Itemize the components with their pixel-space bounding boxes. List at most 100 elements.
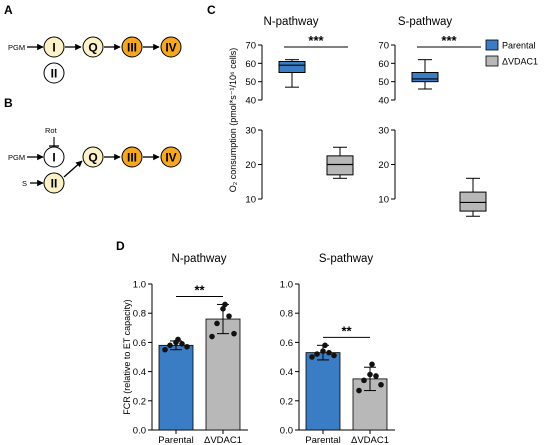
scheme-b-node-iii-label: III — [127, 151, 137, 165]
c-s-pathway-plot: 10 20 30 40 50 60 70 *** — [378, 33, 487, 217]
d-n-point-1-2 — [214, 320, 220, 327]
scheme-a: PGM I II Q III IV — [8, 36, 182, 84]
c-n-y-tick-label-2: 30 — [245, 126, 256, 137]
legend-label-vdac1: ΔVDAC1 — [502, 57, 538, 67]
scheme-a-node-q — [82, 36, 104, 58]
c-s-y-tick-label-1: 20 — [378, 160, 389, 171]
panel-d: N-pathway S-pathway FCR (relative to ET … — [122, 253, 395, 445]
c-s-box-1 — [459, 191, 487, 212]
scheme-b-node-ii — [43, 172, 65, 194]
scheme-a-node-iii-label: III — [127, 41, 137, 55]
d-s-point-0-3 — [326, 349, 332, 356]
d-n-title: N-pathway — [172, 253, 227, 265]
d-s-sig-label: ** — [341, 323, 352, 338]
c-s-box-0 — [411, 72, 439, 83]
d-n-point-1-3 — [226, 313, 232, 319]
scheme-b-node-iv — [160, 146, 182, 168]
legend-swatch-vdac1 — [485, 55, 499, 67]
d-s-point-0-4 — [320, 348, 326, 354]
d-y-axis-label: FCR (relative to ET capacity) — [122, 299, 132, 414]
scheme-b: Rot PGM I S II Q III IV — [8, 126, 182, 194]
c-s-y-tick-label-4: 50 — [378, 77, 389, 88]
d-n-point-1-1 — [231, 330, 237, 337]
scheme-a-node-iv-label: IV — [165, 41, 176, 55]
scheme-b-substrate-s: S — [22, 179, 27, 188]
legend-swatch-parental — [485, 39, 499, 51]
d-s-y-tick-label-4: 0.8 — [280, 309, 293, 320]
c-s-y-tick-label-0: 10 — [378, 195, 389, 206]
c-s-sig-label: *** — [441, 33, 457, 48]
d-s-x-tick-label-1: ΔVDAC1 — [351, 435, 389, 445]
d-n-y-tick-label-1: 0.2 — [133, 396, 146, 407]
scheme-a-node-ii-label: II — [51, 67, 58, 81]
d-s-point-1-0 — [356, 387, 362, 394]
c-n-title: N-pathway — [264, 16, 319, 28]
c-n-y-tick-label-0: 10 — [245, 195, 256, 206]
scheme-b-node-q — [82, 146, 104, 168]
scheme-a-node-i-label: I — [52, 41, 55, 55]
scheme-a-node-iv — [160, 36, 182, 58]
d-s-point-1-2 — [361, 377, 367, 384]
scheme-b-arrow-ii-q — [63, 160, 83, 178]
d-n-y-tick-label-3: 0.6 — [133, 338, 146, 349]
d-s-point-1-4 — [367, 371, 373, 378]
c-s-y-tick-label-2: 30 — [378, 126, 389, 137]
scheme-b-node-iv-label: IV — [165, 151, 176, 165]
scheme-a-node-ii — [43, 62, 65, 84]
panel-label-a: A — [4, 3, 13, 17]
scheme-a-substrate: PGM — [8, 43, 25, 52]
c-s-title: S-pathway — [398, 16, 453, 28]
d-n-y-tick-label-2: 0.4 — [133, 367, 146, 378]
d-s-y-tick-label-5: 1.0 — [280, 280, 293, 291]
c-n-y-tick-label-4: 50 — [245, 77, 256, 88]
c-n-box-0 — [278, 61, 306, 73]
d-s-y-tick-label-3: 0.6 — [280, 338, 293, 349]
d-n-point-0-1 — [184, 343, 190, 350]
d-s-point-0-1 — [331, 352, 337, 359]
c-s-y-tick-label-5: 60 — [378, 59, 389, 70]
c-n-y-tick-label-3: 40 — [245, 96, 256, 107]
panel-label-c: C — [207, 3, 216, 17]
scheme-b-node-i-label: I — [52, 151, 55, 165]
d-n-x-tick-label-1: ΔVDAC1 — [204, 435, 242, 445]
d-s-point-1-3 — [373, 373, 379, 379]
scheme-b-node-ii-label: II — [51, 177, 58, 191]
scheme-b-substrate-pgm: PGM — [8, 153, 25, 162]
c-n-y-tick-label-6: 70 — [245, 41, 256, 52]
d-n-pathway-plot: 0.0 0.2 0.4 0.6 0.8 1.0 Parental ΔVDAC1 ** — [133, 280, 248, 445]
d-n-y-tick-label-0: 0.0 — [133, 426, 146, 437]
d-s-bar-0 — [305, 352, 341, 431]
scheme-a-node-iii — [121, 36, 143, 58]
d-n-point-1-0 — [209, 333, 215, 340]
d-n-point-0-5 — [175, 336, 181, 343]
c-n-box-1 — [326, 155, 354, 176]
d-n-y-tick-label-5: 1.0 — [133, 280, 146, 291]
d-s-x-tick-label-0: Parental — [305, 435, 340, 445]
scheme-b-node-i — [43, 146, 65, 168]
d-s-y-tick-label-0: 0.0 — [280, 426, 293, 437]
scheme-b-node-iii — [121, 146, 143, 168]
c-y-axis-label: O₂ consumption (pmol*s⁻¹/10⁶ cells) — [228, 48, 238, 193]
d-n-point-0-3 — [179, 341, 185, 347]
c-s-y-tick-label-3: 40 — [378, 96, 389, 107]
d-s-title: S-pathway — [319, 253, 374, 265]
legend-label-parental: Parental — [502, 41, 536, 51]
d-s-point-1-1 — [378, 381, 384, 388]
d-n-point-1-5 — [222, 301, 228, 308]
d-s-y-tick-label-2: 0.4 — [280, 367, 293, 378]
panel-c: N-pathway S-pathway O₂ consumption (pmol… — [228, 16, 538, 217]
c-n-sig-label: *** — [308, 33, 324, 48]
d-s-point-0-2 — [314, 351, 320, 357]
d-s-point-1-5 — [369, 361, 375, 368]
d-s-y-tick-label-1: 0.2 — [280, 396, 293, 407]
c-n-y-tick-label-5: 60 — [245, 59, 256, 70]
d-s-pathway-plot: 0.0 0.2 0.4 0.6 0.8 1.0 Parental ΔVDAC1 ** — [280, 280, 395, 445]
d-n-bar-0 — [158, 344, 194, 431]
scheme-b-node-q-label: Q — [88, 151, 97, 165]
d-s-point-0-5 — [322, 342, 328, 349]
d-n-point-0-2 — [167, 342, 173, 349]
d-n-y-tick-label-4: 0.8 — [133, 309, 146, 320]
d-n-sig-label: ** — [194, 282, 205, 297]
panel-label-d: D — [116, 239, 125, 253]
